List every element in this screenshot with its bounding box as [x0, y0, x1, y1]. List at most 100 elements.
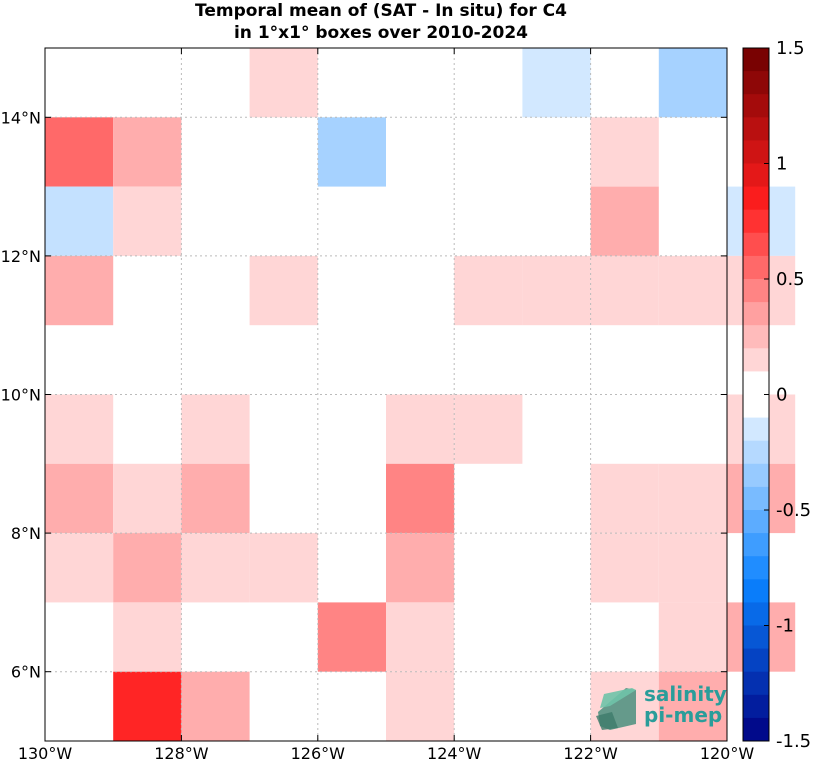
heatmap-cell: [45, 394, 114, 464]
heatmap-cell: [522, 255, 591, 326]
colorbar-segment: [743, 325, 769, 349]
x-tick-label: 122°W: [563, 744, 618, 763]
heatmap-cell: [386, 602, 455, 672]
heatmap-cell: [386, 463, 455, 534]
colorbar-tick-label: -1: [776, 616, 794, 637]
title-line-2: in 1°x1° boxes over 2010-2024: [234, 23, 528, 43]
heatmap-cell: [590, 117, 659, 187]
heatmap-cell: [658, 48, 727, 118]
colorbar-tick-label: 0.5: [776, 269, 805, 290]
colorbar-segment: [743, 648, 769, 673]
y-tick-label: 12°N: [1, 247, 41, 266]
y-tick-label: 14°N: [1, 108, 41, 127]
colorbar-segment: [743, 140, 769, 164]
heatmap-cell: [45, 255, 114, 326]
chart-title: Temporal mean of (SAT - In situ) for C4 …: [195, 1, 567, 43]
heatmap-cell: [658, 255, 727, 326]
heatmap-cell: [317, 602, 386, 672]
heatmap-cell: [113, 463, 182, 534]
colorbar-segment: [743, 394, 769, 419]
x-tick-label: 130°W: [18, 744, 73, 763]
colorbar-segment: [743, 671, 769, 696]
heatmap-cell: [590, 255, 659, 326]
heatmap-cell: [249, 533, 318, 603]
heatmap-cell: [522, 48, 591, 118]
heatmap-cell: [45, 117, 114, 187]
colorbar-segment: [743, 440, 769, 465]
heatmap-cell: [249, 255, 318, 326]
colorbar-segment: [743, 486, 769, 511]
heatmap-cell: [658, 602, 727, 672]
colorbar-tick-label: 0: [776, 385, 787, 406]
colorbar-segment: [743, 255, 769, 280]
heatmap-cell: [658, 671, 727, 741]
heatmap-cell: [386, 533, 455, 603]
colorbar-segment: [743, 371, 769, 395]
heatmap-cell: [658, 463, 727, 534]
heatmap-cell: [317, 117, 386, 187]
heatmap-cell: [454, 255, 523, 326]
logo-mark-icon: [596, 688, 636, 730]
heatmap-cell: [249, 48, 318, 118]
colorbar-segment: [743, 510, 769, 534]
logo-line-2: pi-mep: [644, 703, 722, 727]
colorbar-segment: [743, 579, 769, 603]
colorbar-segment: [743, 302, 769, 326]
heatmap-cell: [590, 533, 659, 603]
heatmap-cell: [45, 186, 114, 256]
heatmap-cell: [590, 463, 659, 534]
heatmap-cell: [113, 671, 182, 741]
colorbar-segment: [743, 556, 769, 580]
colorbar-tick-label: 1.5: [776, 38, 805, 59]
colorbar-tick-label: -0.5: [776, 500, 811, 521]
x-tick-label: 120°W: [700, 744, 755, 763]
heatmap-cell: [45, 533, 114, 603]
heatmap-cells: [45, 48, 796, 741]
heatmap-cell: [113, 117, 182, 187]
x-tick-label: 126°W: [291, 744, 346, 763]
y-tick-label: 6°N: [11, 663, 41, 682]
colorbar-segment: [743, 163, 769, 188]
colorbar-segment: [743, 232, 769, 257]
colorbar-segment: [743, 463, 769, 488]
heatmap-cell: [113, 602, 182, 672]
x-tick-label: 124°W: [427, 744, 482, 763]
heatmap-cell: [454, 394, 523, 464]
heatmap-cell: [590, 186, 659, 256]
heatmap-cell: [386, 671, 455, 741]
colorbar-segment: [743, 602, 769, 626]
colorbar-segment: [743, 186, 769, 211]
x-tick-label: 128°W: [154, 744, 209, 763]
colorbar: [743, 48, 769, 742]
heatmap-cell: [181, 463, 250, 534]
colorbar-segment: [743, 117, 769, 141]
colorbar-segment: [743, 533, 769, 557]
heatmap-cell: [181, 671, 250, 741]
colorbar-segment: [743, 694, 769, 719]
colorbar-segment: [743, 625, 769, 650]
heatmap-cell: [113, 186, 182, 256]
pimep-logo: salinity pi-mep: [596, 682, 727, 730]
heatmap-cell: [181, 533, 250, 603]
heatmap-cell: [181, 394, 250, 464]
colorbar-segment: [743, 417, 769, 442]
colorbar-ticks: 1.5 1 0.5 0 -0.5 -1 -1.5: [764, 38, 811, 752]
colorbar-tick-label: -1.5: [776, 731, 811, 752]
title-line-1: Temporal mean of (SAT - In situ) for C4: [195, 1, 567, 21]
colorbar-segment: [743, 209, 769, 234]
heatmap-cell: [386, 394, 455, 464]
colorbar-segment: [743, 71, 769, 95]
y-tick-label: 8°N: [11, 524, 41, 543]
x-axis-ticks: 130°W 128°W 126°W 124°W 122°W 120°W: [18, 48, 755, 763]
heatmap-cell: [658, 533, 727, 603]
colorbar-segment: [743, 94, 769, 118]
colorbar-segment: [743, 348, 769, 372]
heatmap-cell: [113, 533, 182, 603]
colorbar-segment: [743, 717, 769, 742]
logo-line-1: salinity: [644, 682, 727, 706]
y-tick-label: 10°N: [1, 386, 41, 405]
colorbar-tick-label: 1: [776, 154, 787, 175]
colorbar-segment: [743, 48, 769, 72]
y-axis-ticks: 6°N 8°N 10°N 12°N 14°N: [1, 108, 727, 682]
